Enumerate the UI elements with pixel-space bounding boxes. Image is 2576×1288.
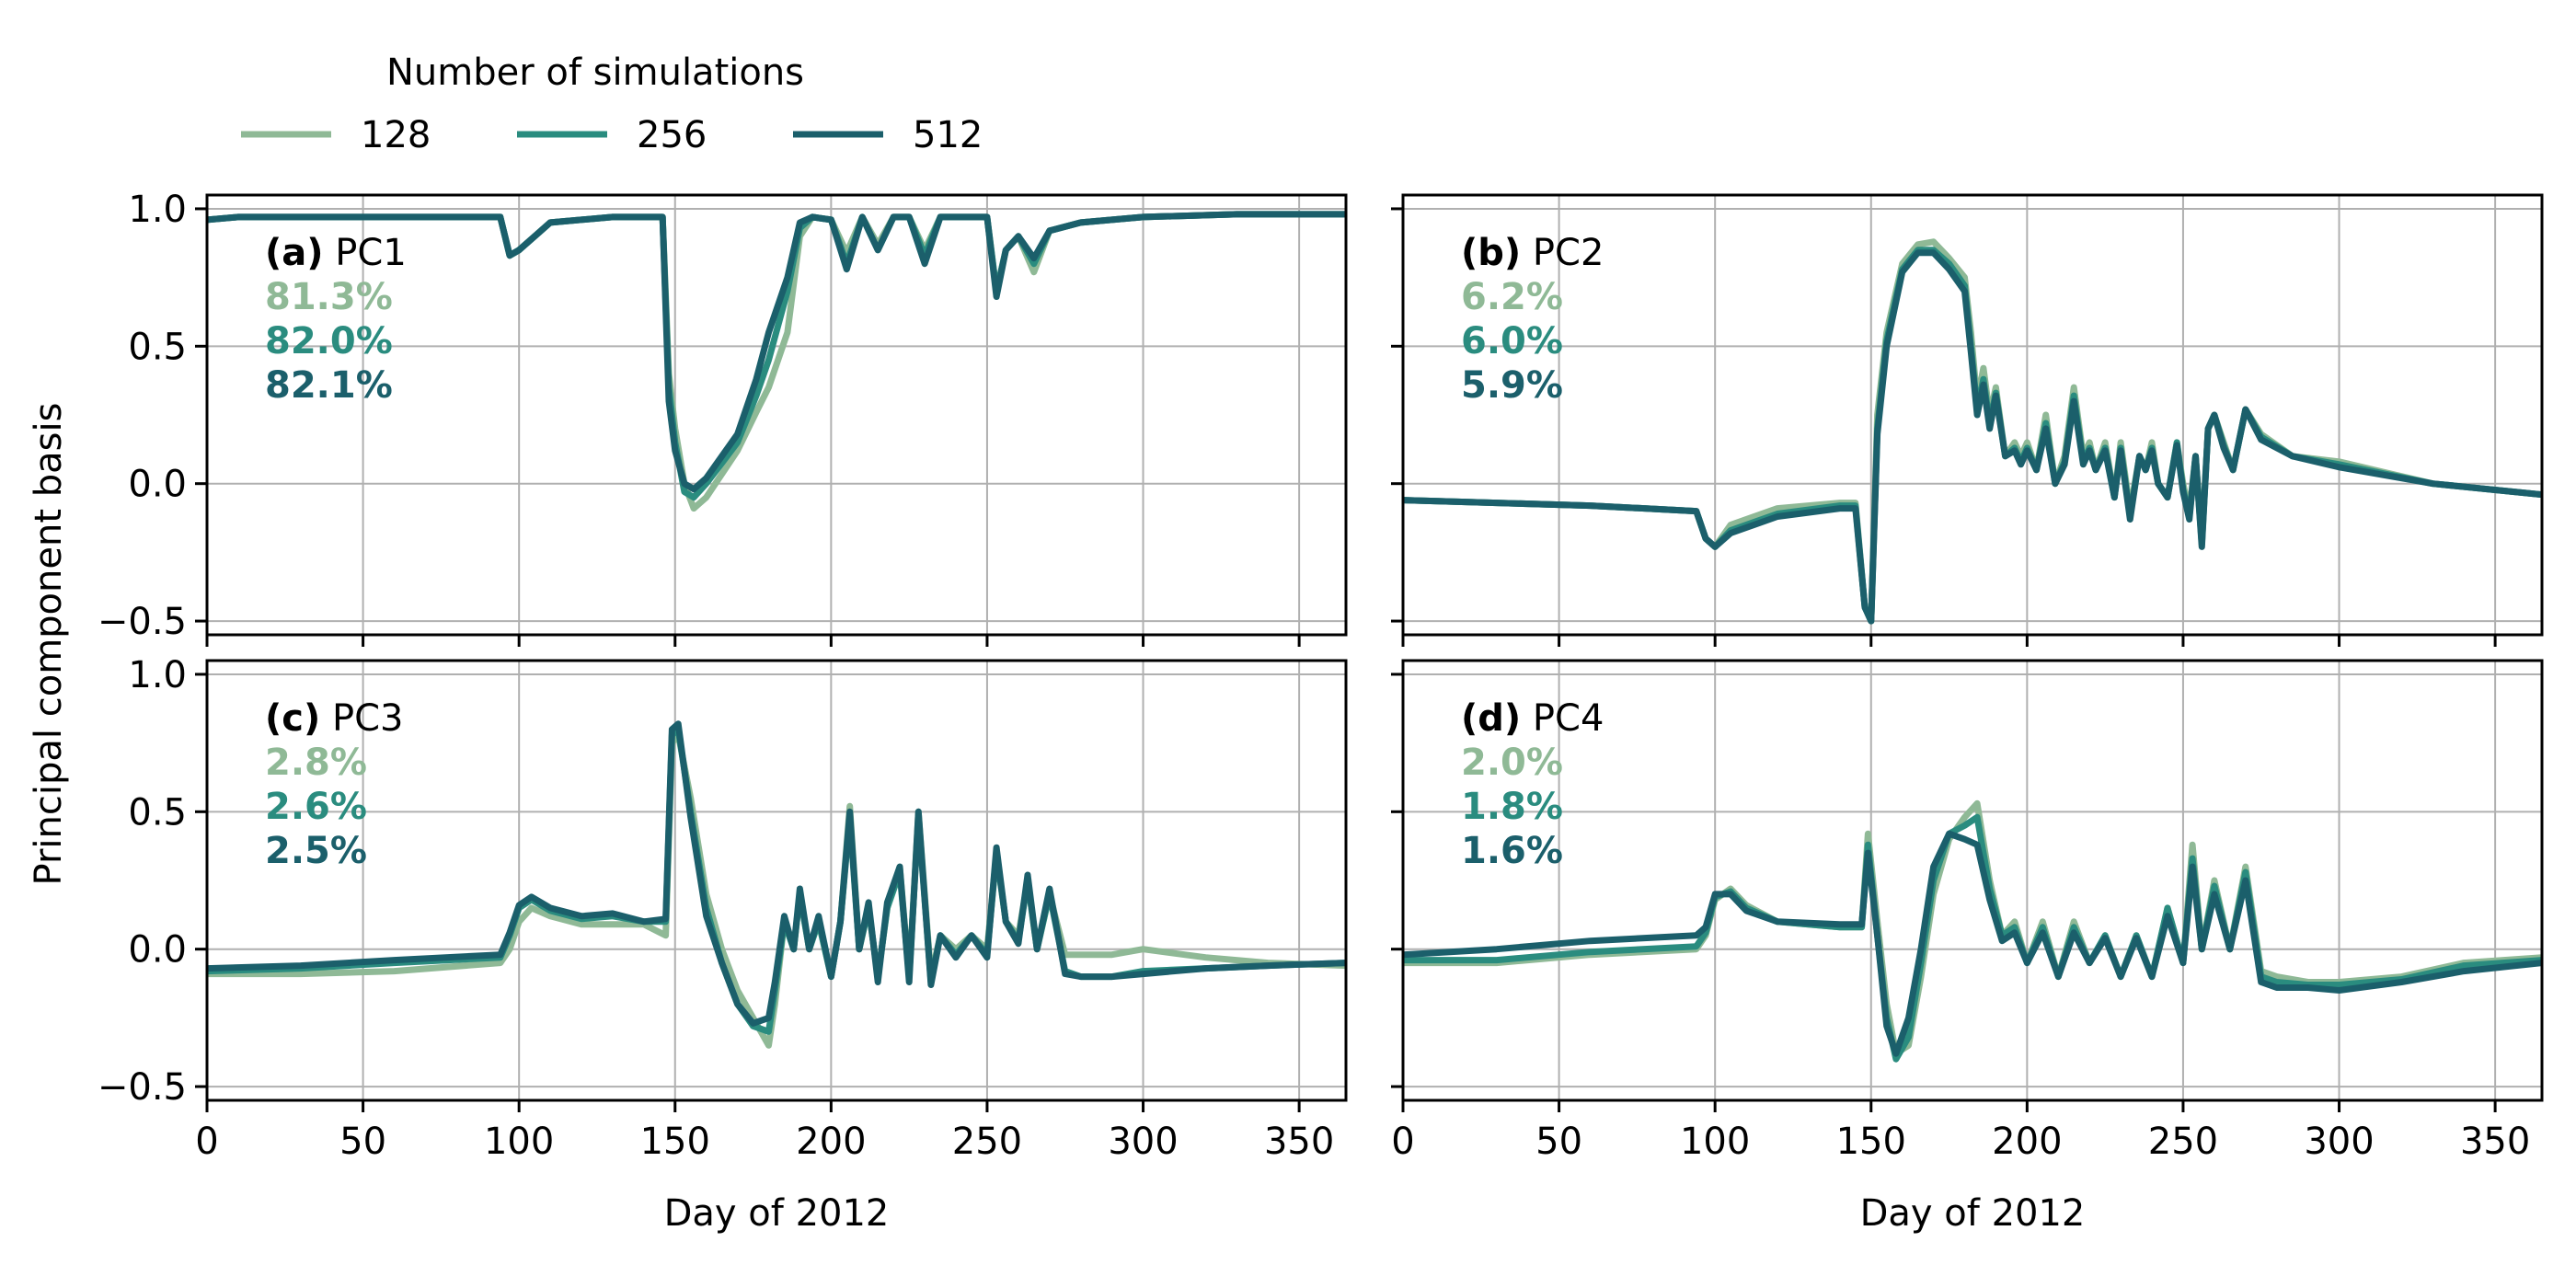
axes-frame bbox=[205, 193, 1348, 637]
series-line-512 bbox=[207, 720, 1346, 1027]
y-tick-label: 0.0 bbox=[128, 929, 187, 972]
y-tick-label: 0.5 bbox=[128, 791, 187, 834]
legend-label-256: 256 bbox=[637, 114, 707, 156]
panel-title-d: (d) PC4 bbox=[1461, 697, 1604, 740]
variance-label-512: 2.5% bbox=[265, 830, 367, 872]
series-line-256 bbox=[1403, 813, 2542, 1063]
variance-label-128: 81.3% bbox=[265, 276, 393, 318]
x-tick-label: 250 bbox=[2148, 1121, 2218, 1163]
y-tick-label: 1.0 bbox=[128, 654, 187, 696]
x-tick-label: 0 bbox=[1391, 1121, 1414, 1163]
variance-label-512: 5.9% bbox=[1461, 364, 1563, 407]
y-tick-label: 1.0 bbox=[128, 189, 187, 231]
panel-title-a: (a) PC1 bbox=[265, 232, 407, 274]
series-line-256 bbox=[1403, 247, 2542, 625]
variance-label-128: 6.2% bbox=[1461, 276, 1563, 318]
legend-title: Number of simulations bbox=[386, 52, 804, 94]
legend-label-128: 128 bbox=[361, 114, 431, 156]
legend: Number of simulations 128 256 512 bbox=[241, 52, 983, 156]
y-tick-label: 0.5 bbox=[128, 326, 187, 368]
x-tick-label: 200 bbox=[1992, 1121, 2062, 1163]
variance-label-256: 1.8% bbox=[1461, 786, 1563, 828]
axes-frame bbox=[205, 659, 1348, 1102]
x-tick-label: 100 bbox=[484, 1121, 554, 1163]
x-tick-label: 0 bbox=[195, 1121, 218, 1163]
y-tick-label: −0.5 bbox=[98, 1066, 187, 1109]
x-axis-label-right: Day of 2012 bbox=[1860, 1192, 2086, 1235]
x-tick-label: 350 bbox=[2460, 1121, 2530, 1163]
x-tick-label: 350 bbox=[1264, 1121, 1334, 1163]
x-tick-label: 300 bbox=[1108, 1121, 1178, 1163]
x-tick-label: 100 bbox=[1680, 1121, 1750, 1163]
x-tick-label: 250 bbox=[952, 1121, 1022, 1163]
series-line-128 bbox=[1403, 238, 2542, 625]
axes-frame bbox=[1401, 193, 2544, 637]
variance-label-256: 2.6% bbox=[265, 786, 367, 828]
variance-label-512: 1.6% bbox=[1461, 830, 1563, 872]
y-axis-label: Principal component basis bbox=[28, 403, 70, 886]
panel-title-b: (b) PC2 bbox=[1461, 232, 1604, 274]
x-axis-label-left: Day of 2012 bbox=[664, 1192, 890, 1235]
variance-label-128: 2.0% bbox=[1461, 742, 1563, 784]
variance-label-512: 82.1% bbox=[265, 364, 393, 407]
panel-c: −0.5 0.0 0.5 1.0 0 50 100 150 200 250 300 350 (c) PC… bbox=[98, 654, 1348, 1163]
axes-frame bbox=[1401, 659, 2544, 1102]
x-tick-label: 150 bbox=[640, 1121, 710, 1163]
legend-label-512: 512 bbox=[913, 114, 983, 156]
y-tick-label: 0.0 bbox=[128, 464, 187, 506]
y-tick-label: −0.5 bbox=[98, 601, 187, 643]
x-tick-label: 50 bbox=[339, 1121, 386, 1163]
x-tick-label: 150 bbox=[1836, 1121, 1906, 1163]
variance-label-128: 2.8% bbox=[265, 742, 367, 784]
variance-label-256: 6.0% bbox=[1461, 320, 1563, 362]
series-line-512 bbox=[1403, 249, 2542, 625]
x-tick-label: 300 bbox=[2304, 1121, 2374, 1163]
x-tick-label: 50 bbox=[1535, 1121, 1582, 1163]
x-tick-label: 200 bbox=[796, 1121, 866, 1163]
series-line-512 bbox=[1403, 830, 2542, 1057]
panel-title-c: (c) PC3 bbox=[265, 697, 404, 740]
series-line-512 bbox=[207, 211, 1346, 493]
variance-label-256: 82.0% bbox=[265, 320, 393, 362]
